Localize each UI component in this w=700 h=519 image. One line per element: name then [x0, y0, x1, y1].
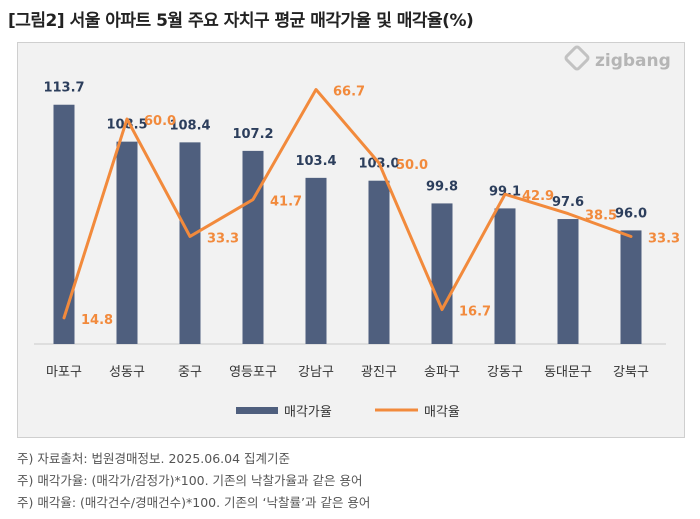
line-value-label: 50.0	[396, 158, 428, 173]
bar	[116, 141, 138, 344]
legend: 매각가율 매각율	[236, 405, 460, 420]
bar	[494, 208, 516, 344]
chart-title: [그림2] 서울 아파트 5월 주요 자치구 평균 매각가율 및 매각율(%)	[8, 11, 474, 31]
category-label: 강남구	[298, 365, 334, 380]
bar-value-label: 103.4	[295, 154, 336, 169]
bar	[53, 104, 75, 344]
category-label: 광진구	[361, 365, 397, 380]
bar-value-label: 113.7	[43, 81, 84, 96]
bar	[305, 177, 327, 344]
line-value-label: 33.3	[207, 231, 239, 246]
footnotes: 주) 자료출처: 법원경매정보. 2025.06.04 집계기준 주) 매각가율…	[17, 448, 370, 514]
line-value-label: 38.5	[585, 209, 617, 224]
zigbang-logo: zigbang	[562, 43, 671, 73]
bar	[242, 150, 264, 344]
category-label: 강동구	[487, 365, 523, 380]
line-value-label: 41.7	[270, 195, 302, 210]
footnote-sale-price-rate: 주) 매각가율: (매각가/감정가)*100. 기존의 낙찰가율과 같은 용어	[17, 473, 363, 488]
footnote-source: 주) 자료출처: 법원경매정보. 2025.06.04 집계기준	[17, 451, 291, 466]
bar-value-label: 107.2	[232, 127, 273, 142]
category-label: 송파구	[424, 365, 460, 380]
line-value-label: 16.7	[459, 305, 491, 320]
logo-text: zigbang	[595, 51, 671, 71]
bar-value-label: 108.5	[106, 118, 147, 133]
bar-series	[53, 104, 642, 344]
legend-swatch-bar	[236, 407, 278, 414]
category-label: 마포구	[46, 365, 82, 380]
bar-value-label: 99.8	[426, 179, 458, 194]
bar	[179, 142, 201, 344]
legend-label-line: 매각율	[424, 405, 460, 420]
category-label: 동대문구	[544, 365, 592, 380]
line-series	[62, 88, 633, 320]
legend-label-bar: 매각가율	[284, 405, 332, 420]
line-value-labels: 14.8 60.0 33.3 41.7 66.7 50.0 16.7 42.9 38.5 33.3	[81, 85, 680, 328]
line-value-label: 33.3	[648, 231, 680, 246]
bar	[431, 203, 453, 344]
bar	[557, 219, 579, 344]
bar	[620, 230, 642, 344]
bar-value-label: 96.0	[615, 206, 647, 221]
category-labels: 마포구 성동구 중구 영등포구 강남구 광진구 송파구 강동구 동대문구 강북구	[46, 365, 649, 380]
footnote-sale-rate: 주) 매각율: (매각건수/경매건수)*100. 기존의 ‘낙찰률’과 같은 용…	[17, 495, 371, 510]
category-label: 중구	[178, 365, 202, 380]
line-value-label: 42.9	[522, 189, 554, 204]
bar-value-label: 108.4	[169, 118, 210, 133]
line-value-label: 60.0	[144, 114, 176, 129]
bar	[368, 180, 390, 344]
category-label: 성동구	[109, 365, 145, 380]
bar-value-label: 97.6	[552, 195, 584, 210]
line-value-label: 14.8	[81, 313, 113, 328]
line-value-label: 66.7	[333, 85, 365, 100]
line-path	[62, 88, 633, 320]
category-label: 강북구	[613, 365, 649, 380]
category-label: 영등포구	[229, 365, 277, 380]
